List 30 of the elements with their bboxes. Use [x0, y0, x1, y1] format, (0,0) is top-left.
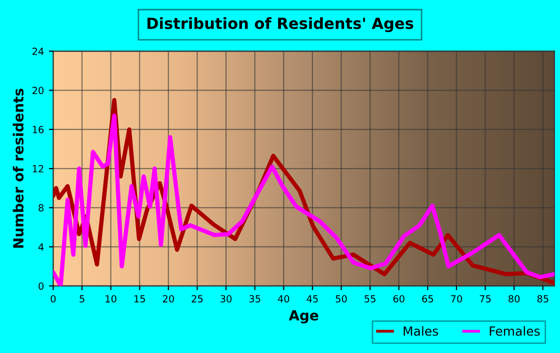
y-tick-label: 24 — [32, 48, 44, 55]
x-tick-label: 80 — [508, 295, 520, 302]
x-tick-label: 20 — [162, 295, 174, 302]
y-tick-label: 12 — [32, 165, 44, 172]
y-tick-label: 20 — [32, 86, 44, 94]
x-tick-label: 0 — [50, 295, 56, 302]
x-tick-label: 30 — [220, 295, 232, 302]
y-tick-label: 0 — [38, 282, 44, 290]
x-tick-label: 55 — [364, 295, 376, 302]
y-tick-label: 8 — [38, 204, 44, 212]
x-tick-label: 40 — [278, 295, 290, 302]
y-tick-label: 4 — [38, 243, 44, 250]
x-tick-label: 50 — [336, 295, 347, 302]
y-tick-label: 16 — [32, 126, 44, 134]
x-tick-label: 60 — [393, 295, 404, 302]
x-tick-label: 65 — [422, 295, 433, 302]
chart-title: Distribution of Residents' Ages — [147, 17, 414, 32]
x-tick-label: 70 — [451, 295, 462, 302]
x-tick-label: 5 — [80, 295, 84, 302]
x-tick-label: 10 — [106, 295, 116, 302]
y-axis-title: Number of residents — [12, 88, 24, 248]
legend-label: Females — [490, 326, 540, 336]
x-tick-label: 35 — [249, 295, 260, 302]
x-tick-label: 75 — [480, 295, 491, 302]
x-axis-title: Age — [288, 310, 318, 324]
x-tick-label: 15 — [134, 295, 145, 302]
x-tick-label: 85 — [537, 295, 548, 302]
x-tick-label: 45 — [306, 295, 318, 302]
x-tick-label: 25 — [192, 295, 203, 302]
legend-label: Males — [404, 326, 438, 336]
